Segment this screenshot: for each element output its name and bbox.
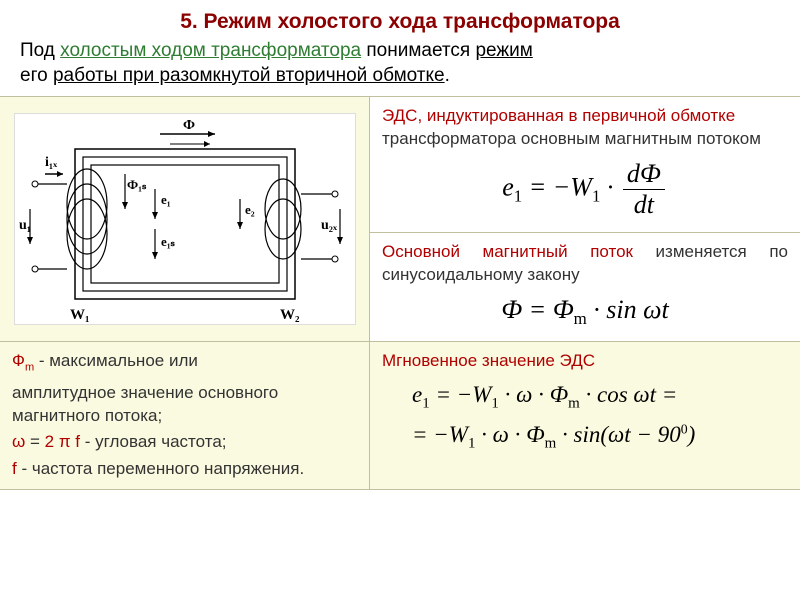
right-1-cell: ЭДС, индуктированная в первичной обмотке… bbox=[370, 97, 800, 341]
svg-text:W₁: W₁ bbox=[70, 307, 90, 323]
svg-text:e₁: e₁ bbox=[161, 192, 171, 207]
svg-text:u₁: u₁ bbox=[19, 218, 31, 233]
formula-instant: e1 = −W1 · ω · Фm · cos ωt = = −W1 · ω ·… bbox=[382, 373, 788, 460]
omega-val: 2 π f bbox=[45, 432, 80, 451]
svg-text:e₂: e₂ bbox=[245, 202, 255, 217]
svg-text:Ф: Ф bbox=[183, 118, 195, 133]
phim-tail: - максимальное или bbox=[34, 351, 198, 370]
svg-text:e₁ₛ: e₁ₛ bbox=[161, 234, 176, 249]
page-title: 5. Режим холостого хода трансформатора bbox=[0, 0, 800, 39]
row-1: i₁ₓ u₁ u₂ₓ Ф Ф₁ₛ e₁ e₁ₛ e₂ W₁ W₂ ЭДС, ин… bbox=[0, 97, 800, 342]
formula-phi: Ф = Фm · sin ωt bbox=[382, 287, 788, 333]
omega-eq: = bbox=[25, 432, 44, 451]
intro-pre: Под bbox=[20, 40, 60, 61]
phim-sym: Фm bbox=[12, 351, 34, 370]
intro-l2-u: работы при разомкнутой вторичной обмотке bbox=[53, 65, 445, 86]
intro-period: . bbox=[445, 65, 450, 86]
intro-text: Под холостым ходом трансформатора понима… bbox=[0, 39, 800, 96]
flux-desc-cell: Основной магнитный поток изменяется по с… bbox=[370, 233, 800, 341]
intro-u1: режим bbox=[475, 40, 532, 61]
svg-text:Ф₁ₛ: Ф₁ₛ bbox=[127, 177, 147, 192]
instant-emf-title: Мгновенное значение ЭДС bbox=[382, 350, 788, 373]
emf-tail: трансформатора основным магнитным потоко… bbox=[382, 129, 761, 148]
f-tail: - частота переменного напряжения. bbox=[17, 459, 304, 478]
emf-desc-cell: ЭДС, индуктированная в первичной обмотке… bbox=[370, 97, 800, 233]
row-2: Фm - максимальное или амплитудное значен… bbox=[0, 342, 800, 490]
definitions-cell: Фm - максимальное или амплитудное значен… bbox=[0, 342, 370, 489]
svg-text:u₂ₓ: u₂ₓ bbox=[321, 218, 338, 233]
phim-line2: амплитудное значение основного магнитног… bbox=[12, 382, 357, 428]
content-grid: i₁ₓ u₁ u₂ₓ Ф Ф₁ₛ e₁ e₁ₛ e₂ W₁ W₂ ЭДС, ин… bbox=[0, 96, 800, 490]
svg-text:i₁ₓ: i₁ₓ bbox=[45, 155, 58, 170]
omega-tail: - угловая частота; bbox=[80, 432, 226, 451]
instant-emf-cell: Мгновенное значение ЭДС e1 = −W1 · ω · Ф… bbox=[370, 342, 800, 489]
svg-text:W₂: W₂ bbox=[280, 307, 300, 323]
diagram-cell: i₁ₓ u₁ u₂ₓ Ф Ф₁ₛ e₁ e₁ₛ e₂ W₁ W₂ bbox=[0, 97, 370, 341]
formula-e1: e1 = −W1 · dФdt bbox=[382, 151, 788, 224]
flux-red: Основной магнитный поток bbox=[382, 242, 633, 261]
emf-red: ЭДС, индуктированная в первичной обмотке bbox=[382, 106, 735, 125]
intro-link: холостым ходом трансформатора bbox=[60, 40, 361, 61]
omega-sym: ω bbox=[12, 432, 25, 451]
transformer-diagram: i₁ₓ u₁ u₂ₓ Ф Ф₁ₛ e₁ e₁ₛ e₂ W₁ W₂ bbox=[14, 113, 356, 325]
intro-mid: понимается bbox=[361, 40, 475, 61]
intro-l2-pre: его bbox=[20, 65, 53, 86]
